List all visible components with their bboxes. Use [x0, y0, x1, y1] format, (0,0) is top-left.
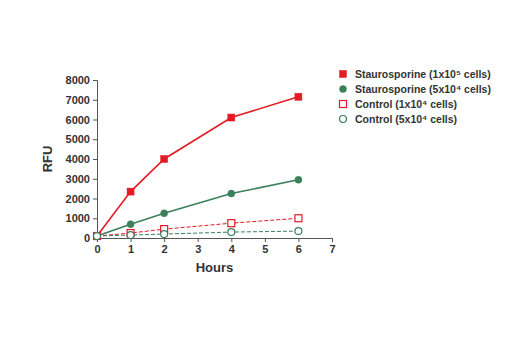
tick-label: 4: [229, 243, 236, 255]
legend-marker: [340, 71, 347, 78]
tick-label: 7: [329, 243, 335, 255]
legend: Staurosporine (1x10⁵ cells) Staurosporine…: [340, 68, 491, 125]
tick-mark: [93, 100, 97, 101]
tick-label: 1000: [66, 212, 90, 224]
tick-mark: [231, 238, 232, 242]
data-point: [127, 232, 134, 239]
data-point: [94, 233, 101, 240]
tick-label: 0: [94, 243, 100, 255]
tick-label: 6000: [66, 114, 90, 126]
tick-label: 1: [128, 243, 134, 255]
series-line: [97, 97, 298, 236]
tick: 5: [262, 238, 268, 255]
data-point: [228, 114, 235, 121]
axis-line: [98, 239, 333, 243]
data-point: [94, 233, 101, 240]
tick: 2: [162, 238, 168, 255]
tick: 3000: [66, 173, 97, 185]
legend-label: Control (1x10⁴ cells): [355, 98, 457, 110]
tick: 7000: [66, 94, 97, 106]
legend-item: Staurosporine (1x10⁵ cells): [340, 68, 491, 80]
tick-mark: [93, 179, 97, 180]
tick-label: 2: [162, 243, 168, 255]
tick-label: 0: [84, 232, 90, 244]
tick: 1000: [66, 212, 97, 224]
tick-mark: [93, 139, 97, 140]
tick-label: 5000: [66, 133, 90, 145]
tick-label: 3000: [66, 173, 90, 185]
tick: 6000: [66, 114, 97, 126]
tick: 5000: [66, 133, 97, 145]
tick-mark: [93, 159, 97, 160]
y-axis-title: RFU: [40, 146, 55, 173]
data-point: [94, 233, 101, 240]
legend-item: Control (5x10⁴ cells): [340, 113, 458, 125]
tick-mark: [164, 238, 165, 242]
x-axis: 0 1 2 3 4 5 6 7: [94, 238, 335, 255]
tick: 4: [229, 238, 236, 255]
tick-label: 3: [195, 243, 201, 255]
axis-line: [93, 81, 98, 239]
data-point: [228, 190, 235, 197]
tick: 3: [195, 238, 201, 255]
legend-item: Control (1x10⁴ cells): [340, 98, 458, 110]
data-point: [127, 188, 134, 195]
chart: 0 1 2 3 4 5 6 7 0 1000 2000 3000 4000 5000 6000 7000 800…: [0, 0, 520, 350]
tick-label: 8000: [66, 74, 90, 86]
data-point: [161, 210, 168, 217]
tick: 0: [94, 238, 100, 255]
data-point: [161, 231, 168, 238]
legend-marker: [340, 101, 347, 108]
data-point: [295, 228, 302, 235]
tick-label: 5: [262, 243, 268, 255]
tick-mark: [198, 238, 199, 242]
data-point: [295, 215, 302, 222]
tick-mark: [298, 238, 299, 242]
tick-mark: [93, 199, 97, 200]
tick-label: 7000: [66, 94, 90, 106]
tick: 2000: [66, 193, 97, 205]
tick-mark: [332, 238, 333, 242]
data-point: [161, 156, 168, 163]
tick-mark: [93, 120, 97, 121]
y-axis: 0 1000 2000 3000 4000 5000 6000 7000 8000: [66, 74, 98, 244]
tick: 6: [296, 238, 302, 255]
data-point: [295, 93, 302, 100]
data-point: [94, 233, 101, 240]
tick-mark: [93, 218, 97, 219]
tick-mark: [265, 238, 266, 242]
legend-marker: [340, 116, 347, 123]
data-point: [295, 176, 302, 183]
legend-label: Control (5x10⁴ cells): [355, 113, 457, 125]
data-point: [228, 220, 235, 227]
tick: 4000: [66, 153, 97, 165]
x-axis-title: Hours: [196, 260, 234, 275]
tick-label: 4000: [66, 153, 90, 165]
plot: 0 1 2 3 4 5 6 7 0 1000 2000 3000 4000 5000 6000 7000 800…: [66, 74, 336, 255]
tick: 1: [128, 238, 134, 255]
tick: 8000: [66, 74, 97, 86]
tick-label: 6: [296, 243, 302, 255]
series-line: [97, 180, 298, 236]
legend-label: Staurosporine (5x10⁴ cells): [355, 83, 491, 95]
legend-label: Staurosporine (1x10⁵ cells): [355, 68, 491, 80]
series-group: [94, 93, 302, 239]
tick: 7: [329, 238, 335, 255]
tick-mark: [93, 80, 97, 81]
data-point: [228, 229, 235, 236]
data-point: [127, 221, 134, 228]
legend-item: Staurosporine (5x10⁴ cells): [340, 83, 491, 95]
legend-marker: [340, 86, 347, 93]
tick-label: 2000: [66, 193, 90, 205]
